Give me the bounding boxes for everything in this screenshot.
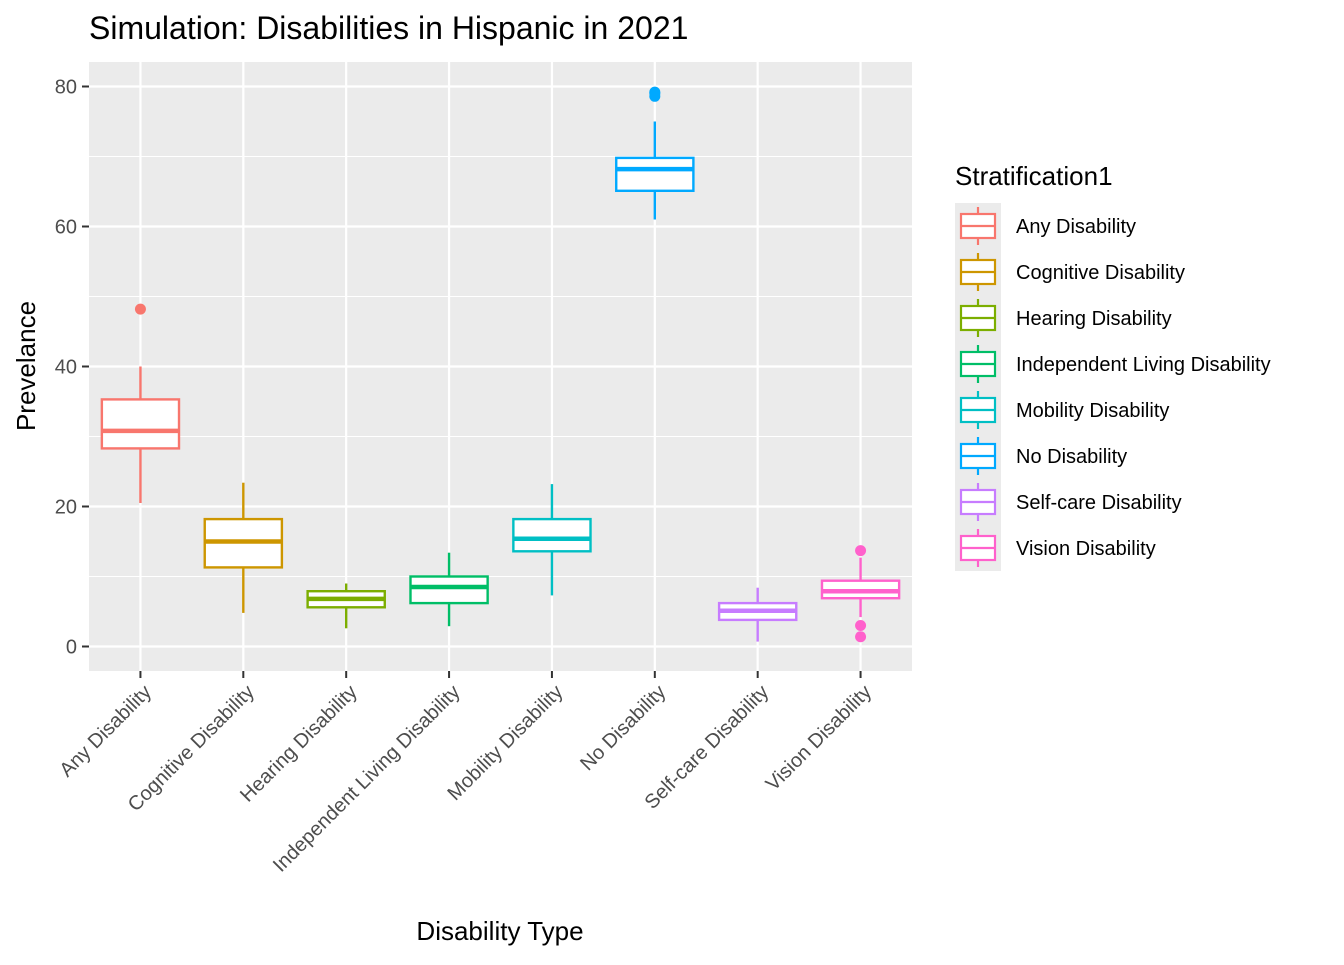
y-tick-label: 20 [55,497,77,519]
box-cognitive-disability [203,482,284,613]
boxes [100,86,901,643]
legend-label: Mobility Disability [1016,400,1169,422]
legend-item: Cognitive Disability [959,253,1185,291]
box-no-disability [615,86,695,220]
box-mobility-disability [512,484,592,596]
legend-item: Independent Living Disability [959,345,1271,383]
legend-item: Mobility Disability [959,391,1169,429]
legend-item: No Disability [959,437,1127,475]
x-axis-title: Disability Type [416,916,583,946]
y-tick-label: 60 [55,217,77,239]
y-tick-label: 40 [55,357,77,379]
grid-minor [89,155,912,578]
legend-label: Self-care Disability [1016,492,1182,514]
y-tick-label: 80 [55,77,77,99]
legend-item: Any Disability [959,207,1136,245]
box-body [409,575,489,605]
y-axis: 0 20 40 60 80 [55,77,89,659]
outlier-point [855,631,867,643]
outlier-point [134,303,146,315]
box-body [512,517,592,553]
box-self-care-disability [717,587,798,642]
y-axis-title: Prevelance [11,301,41,431]
legend-label: Hearing Disability [1016,308,1172,330]
y-tick-label: 0 [66,637,77,659]
chart-title: Simulation: Disabilities in Hispanic in … [89,10,688,46]
legend-item: Hearing Disability [959,299,1172,337]
legend-item: Vision Disability [959,529,1156,567]
outlier-point [855,545,867,557]
legend-label: No Disability [1016,446,1127,468]
box-body [615,156,695,192]
legend-label: Vision Disability [1016,538,1156,560]
box-body [100,398,181,450]
box-vision-disability [820,545,901,643]
box-independent-living-disability [409,552,489,627]
outlier-point [855,620,867,631]
legend-title: Stratification1 [955,161,1113,191]
outlier-point [649,86,661,98]
legend-item: Self-care Disability [959,483,1182,521]
box-any-disability [100,303,181,503]
legend-label: Cognitive Disability [1016,262,1185,284]
legend-label: Independent Living Disability [1016,354,1271,376]
legend-label: Any Disability [1016,216,1136,238]
legend: Stratification1 Any Disability Cognitive … [955,161,1271,571]
box-hearing-disability [306,583,386,629]
